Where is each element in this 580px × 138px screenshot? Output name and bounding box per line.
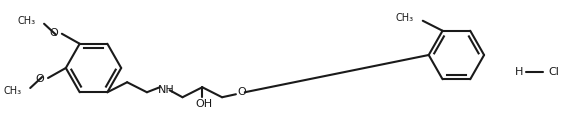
Text: CH₃: CH₃ — [396, 13, 414, 23]
Text: O: O — [35, 74, 44, 84]
Text: CH₃: CH₃ — [3, 86, 21, 96]
Text: O: O — [49, 28, 58, 38]
Text: OH: OH — [195, 99, 213, 109]
Text: CH₃: CH₃ — [17, 16, 35, 26]
Text: NH: NH — [158, 85, 175, 95]
Text: Cl: Cl — [549, 67, 560, 77]
Text: H: H — [514, 67, 523, 77]
Text: O: O — [237, 87, 246, 97]
